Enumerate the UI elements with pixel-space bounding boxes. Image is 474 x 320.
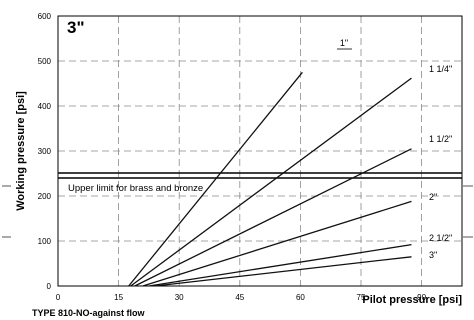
y-tick-label: 600 — [38, 12, 52, 21]
y-tick-label: 100 — [38, 237, 52, 246]
y-axis-title: Working pressure [psi] — [15, 91, 27, 211]
x-tick-label: 30 — [175, 293, 184, 302]
series-label-1: 1" — [340, 38, 348, 48]
series-line-3 — [134, 148, 412, 287]
series-line-2 — [130, 77, 412, 287]
y-tick-label: 200 — [38, 192, 52, 201]
y-tick-label: 500 — [38, 57, 52, 66]
series-labels: 1" 1 1/4" 1 1/2" 2" 2 1/2" 3" — [337, 38, 452, 260]
y-tick-label: 400 — [38, 102, 52, 111]
grid — [58, 16, 462, 286]
series-label-3: 1 1/2" — [429, 134, 452, 144]
x-axis-title: Pilot pressure [psi] — [362, 294, 462, 306]
x-tick-label: 45 — [235, 293, 244, 302]
series-label-2: 1 1/4" — [429, 64, 452, 74]
series-line-6 — [154, 256, 412, 287]
x-tick-label: 60 — [296, 293, 305, 302]
series-line-4 — [142, 200, 412, 287]
series-lines — [128, 71, 412, 287]
series-label-5: 2 1/2" — [429, 233, 452, 243]
plot-frame — [57, 15, 463, 287]
upper-limit-annotation: Upper limit for brass and bronze — [68, 183, 203, 194]
series-line-1 — [128, 71, 303, 287]
x-tick-label: 75 — [357, 293, 366, 302]
chart-title: 3" — [67, 18, 85, 37]
series-label-4: 2" — [429, 192, 437, 202]
x-tick-label: 90 — [417, 293, 426, 302]
y-tick-label: 300 — [38, 147, 52, 156]
x-tick-label: 15 — [114, 293, 123, 302]
y-tick-label: 0 — [47, 282, 52, 291]
series-label-6: 3" — [429, 250, 437, 260]
footnote: TYPE 810-NO-against flow — [32, 308, 146, 318]
series-line-5 — [148, 243, 412, 287]
y-tick-labels: 0 100 200 300 400 500 600 — [38, 12, 52, 291]
x-tick-labels: 0 15 30 45 60 75 90 — [56, 293, 427, 302]
x-tick-label: 0 — [56, 293, 61, 302]
